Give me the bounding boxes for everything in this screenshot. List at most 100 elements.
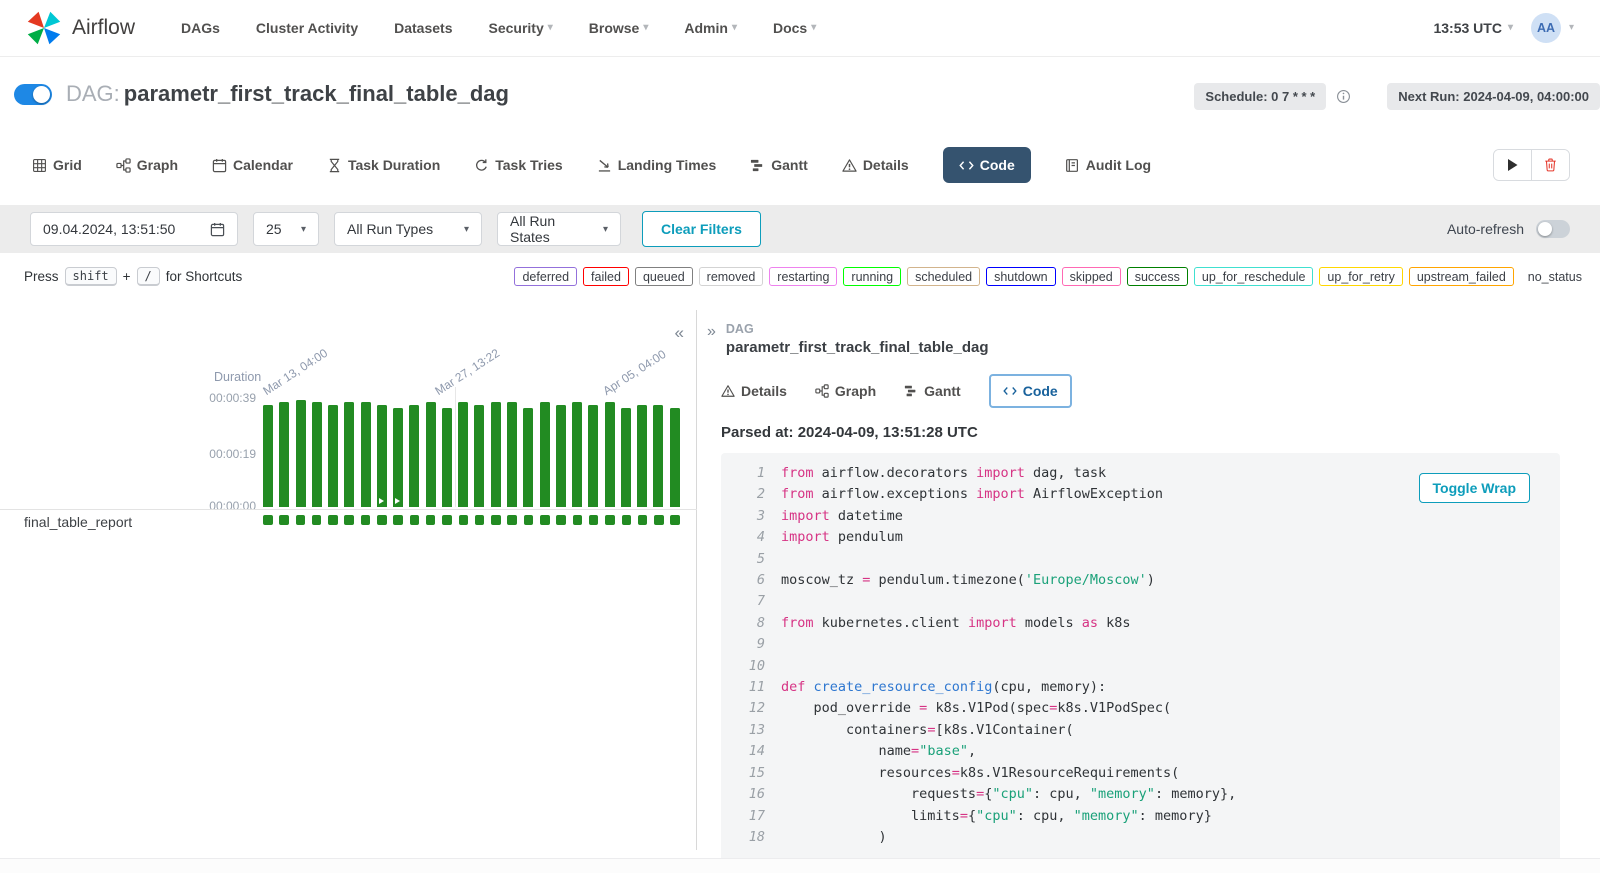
task-instance-square[interactable] bbox=[279, 515, 289, 525]
task-instance-square[interactable] bbox=[459, 515, 469, 525]
task-instance-square[interactable] bbox=[670, 515, 680, 525]
page-footer bbox=[0, 858, 1600, 873]
dag-pause-toggle[interactable] bbox=[14, 84, 52, 105]
duration-bar[interactable] bbox=[653, 405, 663, 507]
tab-calendar[interactable]: Calendar bbox=[212, 147, 293, 183]
task-instance-square[interactable] bbox=[312, 515, 322, 525]
task-instance-square[interactable] bbox=[491, 515, 501, 525]
chevron-down-icon: ▾ bbox=[643, 23, 648, 33]
clear-filters-button[interactable]: Clear Filters bbox=[642, 211, 761, 247]
duration-bar[interactable] bbox=[605, 402, 615, 507]
task-instance-square[interactable] bbox=[344, 515, 354, 525]
duration-bar[interactable] bbox=[393, 408, 403, 507]
run-states-select[interactable]: All Run States ▾ bbox=[497, 212, 621, 246]
task-instance-square[interactable] bbox=[475, 515, 485, 525]
task-instance-square[interactable] bbox=[442, 515, 452, 525]
state-badge-no_status: no_status bbox=[1520, 267, 1590, 286]
task-instance-square[interactable] bbox=[556, 515, 566, 525]
duration-bar[interactable] bbox=[409, 405, 419, 507]
duration-bar[interactable] bbox=[458, 402, 468, 507]
task-instance-square[interactable] bbox=[573, 515, 583, 525]
task-instance-square[interactable] bbox=[524, 515, 534, 525]
duration-bar[interactable] bbox=[344, 402, 354, 507]
toggle-wrap-button[interactable]: Toggle Wrap bbox=[1419, 473, 1530, 503]
duration-bar[interactable] bbox=[361, 402, 371, 507]
nav-item-security[interactable]: Security▾ bbox=[488, 20, 552, 36]
duration-bar[interactable] bbox=[670, 408, 680, 507]
line-number: 17 bbox=[721, 806, 781, 827]
task-instance-square[interactable] bbox=[589, 515, 599, 525]
nav-item-docs[interactable]: Docs▾ bbox=[773, 20, 816, 36]
duration-bar[interactable] bbox=[523, 408, 533, 507]
tab-task-duration[interactable]: Task Duration bbox=[327, 147, 440, 183]
task-instance-square[interactable] bbox=[426, 515, 436, 525]
nav-item-browse[interactable]: Browse▾ bbox=[589, 20, 649, 36]
info-icon[interactable] bbox=[1336, 89, 1351, 104]
clock-menu[interactable]: 13:53 UTC ▾ bbox=[1433, 20, 1513, 36]
task-instance-square[interactable] bbox=[361, 515, 371, 525]
tab-graph[interactable]: Graph bbox=[116, 147, 178, 183]
avatar[interactable]: AA bbox=[1531, 13, 1561, 43]
duration-bar[interactable] bbox=[296, 400, 306, 507]
tab-details[interactable]: Details bbox=[842, 147, 909, 183]
duration-bar[interactable] bbox=[328, 405, 338, 507]
task-instance-square[interactable] bbox=[377, 515, 387, 525]
duration-bar[interactable] bbox=[426, 402, 436, 507]
detail-tab-code[interactable]: Code bbox=[989, 374, 1072, 408]
duration-bar[interactable] bbox=[588, 405, 598, 507]
graph-icon bbox=[116, 158, 131, 173]
main-nav: DAGs Cluster Activity Datasets Security▾ Bro… bbox=[181, 20, 816, 36]
tab-grid[interactable]: Grid bbox=[32, 147, 82, 183]
auto-refresh-toggle[interactable] bbox=[1536, 220, 1570, 238]
code-text: limits={"cpu": cpu, "memory": memory} bbox=[781, 806, 1212, 827]
code-text bbox=[781, 549, 789, 570]
nav-item-datasets[interactable]: Datasets bbox=[394, 20, 452, 36]
tab-audit-log[interactable]: Audit Log bbox=[1065, 147, 1151, 183]
airflow-brand[interactable]: Airflow bbox=[26, 10, 135, 46]
task-instance-square[interactable] bbox=[263, 515, 273, 525]
tab-task-tries[interactable]: Task Tries bbox=[474, 147, 562, 183]
nav-item-label: Admin bbox=[684, 20, 728, 36]
duration-bar[interactable] bbox=[556, 405, 566, 507]
duration-bar[interactable] bbox=[474, 405, 484, 507]
duration-bar[interactable] bbox=[312, 402, 322, 507]
detail-tab-gantt[interactable]: Gantt bbox=[904, 383, 961, 399]
duration-bar[interactable] bbox=[442, 408, 452, 507]
duration-bar[interactable] bbox=[621, 408, 631, 507]
expand-panel-icon[interactable]: » bbox=[707, 324, 716, 356]
task-instance-square[interactable] bbox=[410, 515, 420, 525]
nav-item-dags[interactable]: DAGs bbox=[181, 20, 220, 36]
delete-dag-button[interactable] bbox=[1531, 150, 1569, 180]
duration-bar[interactable] bbox=[540, 402, 550, 507]
trigger-dag-button[interactable] bbox=[1494, 150, 1531, 180]
nav-item-admin[interactable]: Admin▾ bbox=[684, 20, 737, 36]
task-instance-square[interactable] bbox=[605, 515, 615, 525]
task-instance-square[interactable] bbox=[540, 515, 550, 525]
tab-landing-times[interactable]: Landing Times bbox=[597, 147, 717, 183]
task-instance-square[interactable] bbox=[296, 515, 306, 525]
triangle-marker-icon bbox=[395, 498, 400, 504]
task-instance-square[interactable] bbox=[622, 515, 632, 525]
task-instance-square[interactable] bbox=[654, 515, 664, 525]
task-instance-square[interactable] bbox=[638, 515, 648, 525]
run-types-select[interactable]: All Run Types ▾ bbox=[334, 212, 482, 246]
date-filter-input[interactable]: 09.04.2024, 13:51:50 bbox=[30, 212, 238, 246]
task-instance-square[interactable] bbox=[393, 515, 403, 525]
detail-tab-graph[interactable]: Graph bbox=[815, 383, 876, 399]
detail-tab-details[interactable]: Details bbox=[721, 383, 787, 399]
duration-bar[interactable] bbox=[263, 405, 273, 507]
task-instance-square[interactable] bbox=[328, 515, 338, 525]
tab-code[interactable]: Code bbox=[943, 147, 1031, 183]
task-row-label[interactable]: final_table_report bbox=[24, 514, 132, 530]
page-size-select[interactable]: 25 ▾ bbox=[253, 212, 319, 246]
duration-bar[interactable] bbox=[279, 402, 289, 507]
nav-item-cluster-activity[interactable]: Cluster Activity bbox=[256, 20, 358, 36]
duration-bar[interactable] bbox=[572, 402, 582, 507]
collapse-panel-icon[interactable]: « bbox=[675, 324, 684, 341]
task-instance-square[interactable] bbox=[507, 515, 517, 525]
duration-bar[interactable] bbox=[491, 402, 501, 507]
tab-gantt[interactable]: Gantt bbox=[750, 147, 808, 183]
duration-bar[interactable] bbox=[507, 402, 517, 507]
duration-bar[interactable] bbox=[377, 405, 387, 507]
duration-bar[interactable] bbox=[637, 405, 647, 507]
